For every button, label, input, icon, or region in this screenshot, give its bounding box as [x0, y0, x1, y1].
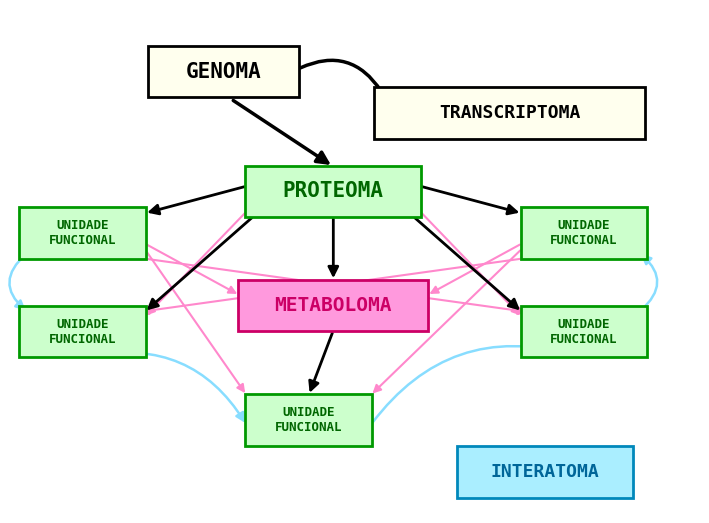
- FancyBboxPatch shape: [521, 207, 647, 259]
- Text: UNIDADE
FUNCIONAL: UNIDADE FUNCIONAL: [275, 406, 342, 434]
- FancyBboxPatch shape: [148, 46, 299, 97]
- FancyBboxPatch shape: [521, 306, 647, 358]
- Text: TRANSCRIPTOMA: TRANSCRIPTOMA: [439, 104, 581, 122]
- Text: UNIDADE
FUNCIONAL: UNIDADE FUNCIONAL: [49, 318, 116, 346]
- FancyBboxPatch shape: [374, 87, 645, 139]
- Text: PROTEOMA: PROTEOMA: [283, 181, 384, 201]
- Text: UNIDADE
FUNCIONAL: UNIDADE FUNCIONAL: [550, 219, 618, 247]
- Text: UNIDADE
FUNCIONAL: UNIDADE FUNCIONAL: [49, 219, 116, 247]
- FancyBboxPatch shape: [19, 306, 146, 358]
- Text: UNIDADE
FUNCIONAL: UNIDADE FUNCIONAL: [550, 318, 618, 346]
- Text: METABOLOMA: METABOLOMA: [274, 296, 392, 315]
- FancyBboxPatch shape: [238, 280, 428, 332]
- FancyBboxPatch shape: [19, 207, 146, 259]
- FancyBboxPatch shape: [457, 447, 633, 498]
- Text: INTERATOMA: INTERATOMA: [491, 463, 600, 481]
- Text: GENOMA: GENOMA: [186, 62, 262, 82]
- FancyBboxPatch shape: [245, 394, 372, 446]
- FancyBboxPatch shape: [245, 165, 421, 217]
